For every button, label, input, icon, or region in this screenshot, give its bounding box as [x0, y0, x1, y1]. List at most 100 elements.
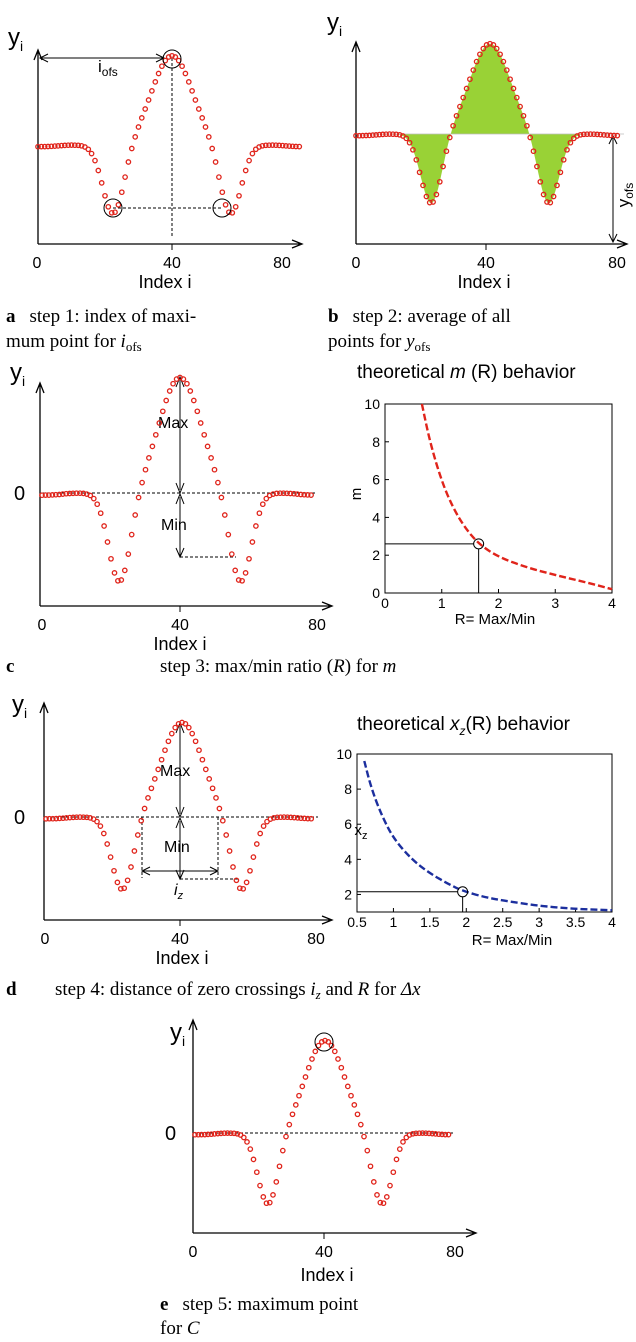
annotation-min: Min: [164, 839, 190, 856]
y-axis-label-d: yi: [12, 691, 27, 721]
data-point: [100, 830, 107, 837]
data-point: [390, 1169, 397, 1176]
data-point: [205, 134, 212, 140]
data-point: [463, 85, 470, 92]
data-point: [473, 58, 480, 65]
data-point: [244, 1139, 250, 1145]
data-point: [419, 1130, 426, 1136]
x-tick-label: 40: [171, 931, 189, 948]
data-point: [227, 1130, 234, 1137]
data-point: [450, 122, 456, 129]
inset-y-tick-label: 8: [344, 781, 352, 797]
data-point: [134, 832, 141, 838]
inset-x-tick-label: 1: [390, 914, 398, 930]
data-point: [158, 756, 165, 763]
data-point: [184, 380, 190, 387]
data-point: [131, 848, 138, 854]
data-point: [253, 523, 259, 529]
data-point: [196, 747, 202, 754]
data-point: [500, 58, 507, 65]
data-point: [386, 131, 393, 137]
data-point: [236, 192, 242, 199]
data-point: [194, 408, 201, 415]
data-point: [132, 134, 139, 140]
max-marker: [162, 49, 182, 69]
inset-xz-of-r: theoretical xz(R) behavior 0.5 1 1.5 2 2.5 3 3…: [336, 714, 616, 949]
data-point: [185, 724, 192, 731]
data-point: [233, 877, 240, 884]
data-point: [70, 814, 77, 821]
data-point: [180, 376, 187, 382]
data-point: [413, 1130, 419, 1137]
data-point: [43, 815, 49, 822]
data-point: [400, 1139, 406, 1145]
data-point: [58, 142, 65, 149]
x-tick-label: 80: [307, 931, 325, 948]
data-point: [439, 1131, 445, 1138]
data-point: [308, 492, 314, 498]
data-point: [208, 1131, 215, 1138]
data-point: [51, 143, 58, 149]
data-point: [182, 720, 189, 727]
data-point: [269, 142, 276, 148]
data-point: [393, 131, 400, 138]
data-point: [277, 814, 284, 821]
data-point: [396, 1146, 403, 1152]
data-point: [335, 1056, 341, 1062]
data-point: [222, 201, 229, 208]
inset-x-tick-label: 2: [462, 914, 470, 930]
data-point: [66, 490, 73, 497]
inset-x-tick-label: 4: [608, 595, 616, 611]
data-point: [115, 201, 122, 208]
data-point: [155, 766, 162, 773]
data-point: [257, 1182, 263, 1189]
data-point: [393, 1156, 400, 1163]
data-point: [406, 139, 413, 146]
data-point: [151, 776, 158, 782]
data-point: [234, 1130, 241, 1137]
data-point: [416, 1130, 423, 1137]
data-point: [467, 76, 473, 83]
inset-y-tick-label: 6: [344, 816, 352, 832]
data-point: [202, 124, 209, 130]
data-point: [165, 738, 172, 745]
annotation-i-z: iz: [174, 882, 184, 902]
data-point: [247, 1146, 254, 1152]
data-point: [527, 134, 534, 141]
inset-x-tick-label: 1: [438, 595, 446, 611]
data-point: [273, 490, 280, 497]
data-point: [179, 63, 185, 70]
data-point: [121, 567, 128, 574]
y-zero-label: 0: [165, 1123, 176, 1145]
data-point: [253, 841, 260, 847]
data-point: [357, 1121, 364, 1128]
data-point: [236, 885, 243, 892]
data-point: [383, 131, 389, 138]
data-point: [370, 1179, 377, 1185]
data-point: [211, 1131, 218, 1137]
data-point: [80, 814, 87, 821]
data-point: [383, 1194, 390, 1200]
x-tick-label: 0: [352, 255, 361, 272]
data-point: [580, 131, 587, 138]
data-point: [166, 388, 173, 394]
data-point: [460, 94, 467, 101]
inset-curve: [420, 403, 613, 591]
data-point: [524, 122, 530, 129]
data-point: [242, 167, 249, 174]
data-point: [77, 814, 83, 820]
data-point: [142, 466, 149, 473]
panel-c: yi 0 0 40 80 Index i Max Min: [10, 359, 334, 654]
data-point: [202, 766, 209, 773]
data-point: [520, 112, 527, 119]
data-point: [554, 182, 560, 189]
inset-marker: [457, 886, 469, 898]
data-point: [363, 132, 369, 139]
max-marker: [314, 1032, 334, 1052]
data-points-e: [192, 1037, 452, 1207]
data-point: [301, 491, 308, 498]
x-tick-label: 40: [171, 617, 189, 634]
data-point: [273, 142, 279, 149]
data-point: [49, 815, 56, 822]
annotation-max: Max: [160, 763, 190, 780]
